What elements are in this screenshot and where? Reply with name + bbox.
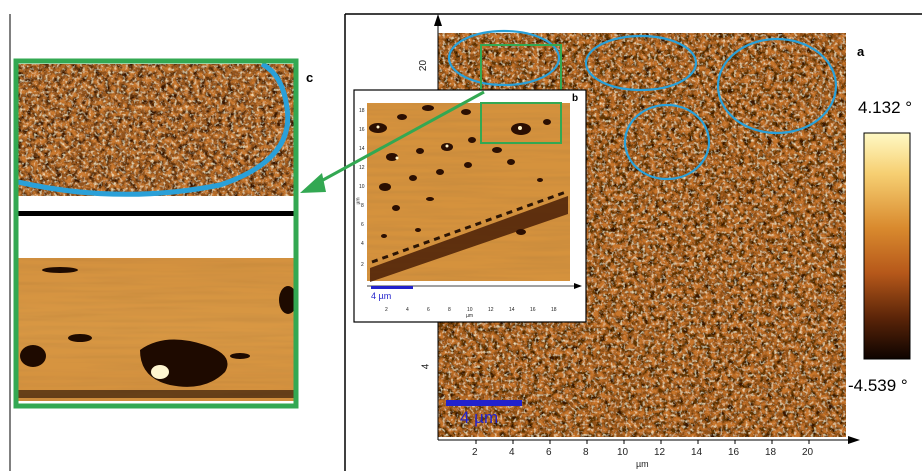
main-y-tick-20: 20 xyxy=(418,60,429,71)
zoom-connector-arrowhead xyxy=(300,173,326,193)
inset-x-tick: 18 xyxy=(551,307,557,313)
main-x-tick: 4 xyxy=(509,447,515,458)
main-x-tick: 14 xyxy=(691,447,702,458)
colorbar-min-label: -4.539 ° xyxy=(848,376,908,396)
inset-y-tick: 18 xyxy=(359,108,365,114)
inset-y-tick: 4 xyxy=(361,241,364,247)
inset-x-unit: µm xyxy=(466,313,473,319)
inset-y-tick: 6 xyxy=(361,222,364,228)
colorbar-max-label: 4.132 ° xyxy=(858,98,912,118)
inset-y-tick: 2 xyxy=(361,262,364,268)
panel-c xyxy=(14,61,298,406)
inset-x-tick: 2 xyxy=(385,307,388,313)
main-x-arrow xyxy=(848,436,860,444)
inset-y-tick: 16 xyxy=(359,127,365,133)
inset-x-tick: 8 xyxy=(448,307,451,313)
inset-x-tick: 12 xyxy=(488,307,494,313)
main-scalebar-label: 4 µm xyxy=(460,408,498,428)
main-x-tick: 8 xyxy=(583,447,589,458)
inset-scalebar xyxy=(371,286,413,289)
inset-y-unit: µm xyxy=(356,197,362,204)
inset-scalebar-label: 4 µm xyxy=(371,291,391,301)
main-x-tick: 20 xyxy=(802,447,813,458)
main-x-tick: 12 xyxy=(654,447,665,458)
main-x-unit: µm xyxy=(636,459,649,469)
crop-divider xyxy=(14,211,298,216)
inset-y-tick: 10 xyxy=(359,184,365,190)
inset-x-tick: 14 xyxy=(509,307,515,313)
inset-x-tick: 4 xyxy=(406,307,409,313)
main-x-tick: 16 xyxy=(728,447,739,458)
panel-label-b: b xyxy=(572,93,578,104)
main-scalebar xyxy=(446,400,522,406)
panel-label-c: c xyxy=(306,70,313,85)
inset-y-tick: 12 xyxy=(359,165,365,171)
main-x-tick: 2 xyxy=(472,447,478,458)
inset-y-tick: 14 xyxy=(359,146,365,152)
colorbar xyxy=(864,133,910,359)
inset-x-tick: 6 xyxy=(427,307,430,313)
inset-x-tick: 16 xyxy=(530,307,536,313)
main-y-arrow xyxy=(434,14,442,26)
main-x-tickmarks xyxy=(476,440,809,444)
main-x-tick: 6 xyxy=(546,447,552,458)
panel-label-a: a xyxy=(857,44,864,59)
main-x-tick: 10 xyxy=(617,447,628,458)
main-y-tick-4: 4 xyxy=(420,364,431,370)
main-x-tick: 18 xyxy=(765,447,776,458)
inset-b xyxy=(354,90,586,322)
